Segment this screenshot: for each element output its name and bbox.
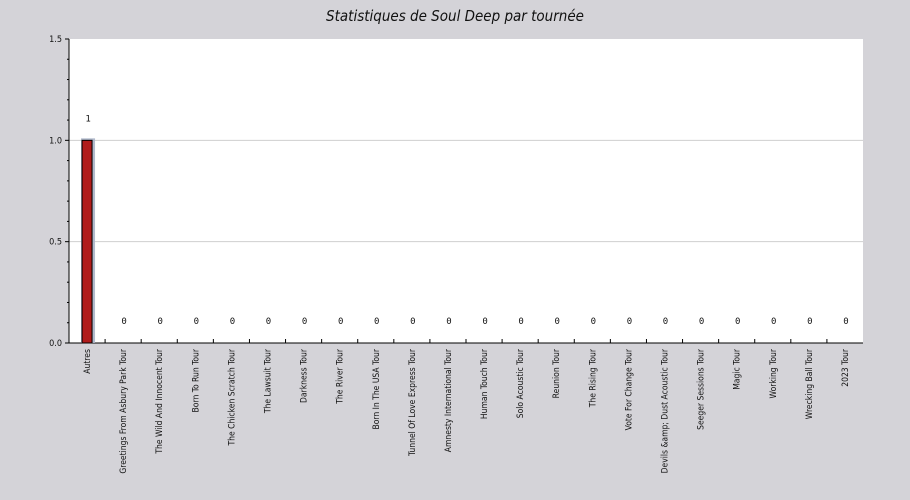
- x-tick-label: Autres: [83, 349, 93, 374]
- x-tick-label: The Rising Tour: [588, 348, 598, 408]
- x-tick-label: Greetings From Asbury Park Tour: [119, 348, 129, 473]
- data-label: 0: [338, 317, 343, 327]
- x-tick-label: Working Tour: [769, 348, 779, 398]
- data-label: 0: [771, 317, 776, 327]
- x-tick-label: Reunion Tour: [552, 348, 562, 398]
- data-label: 0: [591, 317, 596, 327]
- x-tick-label: The Chicken Scratch Tour: [227, 348, 237, 446]
- x-tick-labels: Autres Greetings From Asbury Park Tour The…: [83, 348, 851, 473]
- x-tick-label: The Wild And Innocent Tour: [155, 348, 165, 454]
- data-label: 0: [663, 317, 668, 327]
- data-label: 0: [194, 317, 199, 327]
- x-tick-label: Tunnel Of Love Express Tour: [408, 348, 418, 457]
- x-tick-label: Amnesty International Tour: [444, 348, 454, 452]
- grid-lines: [69, 139, 863, 243]
- data-label: 0: [555, 317, 560, 327]
- data-label: 0: [482, 317, 487, 327]
- y-tick-label: 0.5: [49, 238, 62, 248]
- axes: [65, 38, 863, 344]
- data-label: 0: [230, 317, 235, 327]
- x-tick-label: Magic Tour: [733, 348, 743, 390]
- data-label: 0: [302, 317, 307, 327]
- x-tick-label: The River Tour: [336, 348, 346, 405]
- data-label: 0: [410, 317, 415, 327]
- x-tick-label: Devils &amp; Dust Acoustic Tour: [661, 348, 671, 473]
- x-tick-label: Human Touch Tour: [480, 348, 490, 419]
- data-label: 0: [627, 317, 632, 327]
- data-label: 0: [843, 317, 848, 327]
- x-tick-label: Darkness Tour: [300, 348, 310, 403]
- x-tick-label: The Lawsuit Tour: [264, 348, 274, 414]
- data-label: 0: [266, 317, 271, 327]
- y-tick-label: 1.5: [49, 35, 62, 45]
- data-label: 0: [158, 317, 163, 327]
- x-tick-label: Born In The USA Tour: [372, 348, 382, 429]
- x-tick-label: Solo Acoustic Tour: [516, 348, 526, 418]
- data-label: 0: [807, 317, 812, 327]
- data-label: 0: [446, 317, 451, 327]
- y-tick-labels: 0.0 0.5 1.0 1.5: [49, 35, 62, 349]
- data-label: 0: [121, 317, 126, 327]
- data-label: 1: [85, 114, 90, 124]
- data-label: 0: [735, 317, 740, 327]
- value-labels: 1 0 0 0 0 0 0 0 0 0 0 0 0 0 0 0 0 0 0 0 0 0: [85, 114, 848, 327]
- x-tick-label: Wrecking Ball Tour: [805, 348, 815, 419]
- x-tick-label: Born To Run Tour: [191, 348, 201, 412]
- x-tick-label: Seeger Sessions Tour: [697, 348, 707, 430]
- x-tick-label: Vote For Change Tour: [624, 348, 634, 430]
- y-tick-label: 0.0: [49, 339, 62, 349]
- y-tick-label: 1.0: [49, 136, 62, 146]
- x-tick-label: 2023 Tour: [841, 348, 851, 387]
- bar: [81, 139, 93, 344]
- data-label: 0: [699, 317, 704, 327]
- data-label: 0: [518, 317, 523, 327]
- chart-title: Statistiques de Soul Deep par tournée: [326, 7, 584, 25]
- data-label: 0: [374, 317, 379, 327]
- plot-area: [69, 39, 863, 343]
- bars: [81, 138, 96, 344]
